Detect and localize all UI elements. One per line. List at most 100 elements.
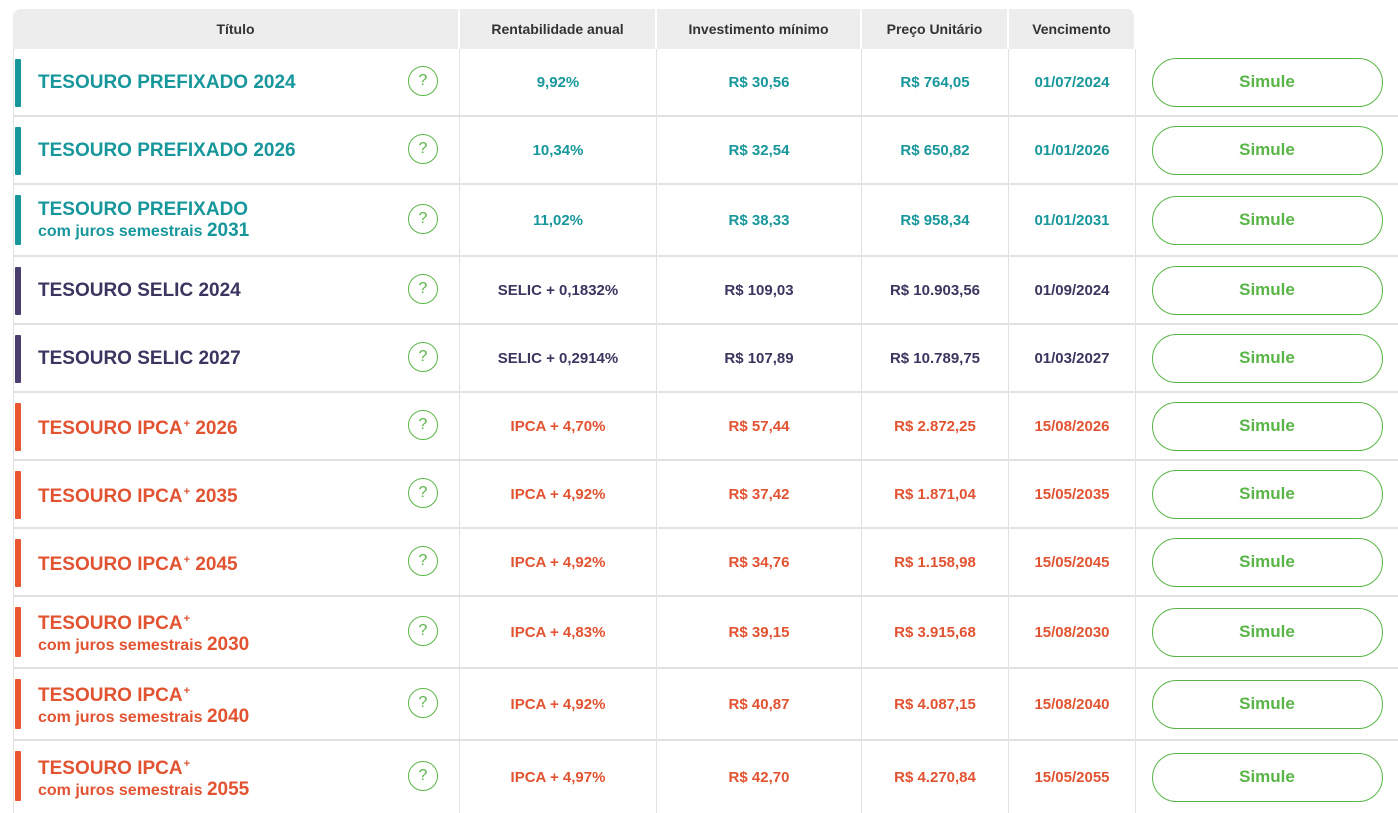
help-icon[interactable]: ? xyxy=(408,274,438,304)
vencimento-value: 15/05/2035 xyxy=(1009,461,1136,527)
rentabilidade-value: SELIC + 0,1832% xyxy=(460,257,657,323)
button-cell: Simule xyxy=(1136,597,1398,667)
bond-name: TESOURO PREFIXADO com juros semestrais 20… xyxy=(38,199,249,242)
title-cell: TESOURO IPCA+ 2026 ? xyxy=(13,393,460,459)
bond-subtitle: com juros semestrais 2030 xyxy=(38,634,249,656)
vencimento-value: 15/08/2026 xyxy=(1009,393,1136,459)
bond-year: 2045 xyxy=(195,553,238,575)
simule-button[interactable]: Simule xyxy=(1151,679,1383,729)
help-icon[interactable]: ? xyxy=(408,688,438,718)
title-cell: TESOURO IPCA+ com juros semestrais 2055 ? xyxy=(13,741,460,813)
simule-button[interactable]: Simule xyxy=(1151,57,1383,107)
simule-button[interactable]: Simule xyxy=(1151,537,1383,587)
vencimento-value: 15/08/2030 xyxy=(1009,597,1136,667)
simule-button[interactable]: Simule xyxy=(1151,265,1383,315)
category-bar xyxy=(15,335,21,383)
title-cell: TESOURO SELIC 2027 ? xyxy=(13,325,460,391)
bond-subtitle: com juros semestrais 2055 xyxy=(38,779,249,801)
bond-name-text: TESOURO SELIC xyxy=(38,279,194,301)
button-cell: Simule xyxy=(1136,117,1398,183)
table-row: TESOURO IPCA+ 2035 ? IPCA + 4,92% R$ 37,… xyxy=(13,461,1398,529)
help-icon[interactable]: ? xyxy=(408,761,438,791)
rentabilidade-value: IPCA + 4,70% xyxy=(460,393,657,459)
button-cell: Simule xyxy=(1136,49,1398,115)
simule-button[interactable]: Simule xyxy=(1151,469,1383,519)
help-icon[interactable]: ? xyxy=(408,546,438,576)
bond-year: 2024 xyxy=(198,279,241,301)
category-bar xyxy=(15,539,21,587)
vencimento-value: 15/05/2055 xyxy=(1009,741,1136,813)
button-cell: Simule xyxy=(1136,529,1398,595)
plus-superscript: + xyxy=(183,417,191,430)
category-bar xyxy=(15,679,21,729)
simule-button[interactable]: Simule xyxy=(1151,401,1383,451)
simule-button[interactable]: Simule xyxy=(1151,607,1383,657)
help-icon[interactable]: ? xyxy=(408,410,438,440)
bond-year: 2026 xyxy=(253,139,296,161)
bond-year: 2024 xyxy=(253,71,296,93)
bond-name-text: TESOURO PREFIXADO xyxy=(38,198,249,220)
bond-name: TESOURO IPCA+ com juros semestrais 2030 xyxy=(38,609,249,656)
help-icon[interactable]: ? xyxy=(408,134,438,164)
help-icon[interactable]: ? xyxy=(408,204,438,234)
preco-value: R$ 2.872,25 xyxy=(862,393,1009,459)
investimento-value: R$ 30,56 xyxy=(657,49,862,115)
simule-button[interactable]: Simule xyxy=(1151,195,1383,245)
bond-name-text: TESOURO IPCA xyxy=(38,485,183,507)
title-cell: TESOURO PREFIXADO 2026 ? xyxy=(13,117,460,183)
plus-superscript: + xyxy=(183,485,191,498)
bond-name-text: TESOURO IPCA xyxy=(38,553,183,575)
bond-name-text: TESOURO IPCA xyxy=(38,757,183,779)
bond-subtitle-text: com juros semestrais xyxy=(38,636,203,654)
bond-year: 2026 xyxy=(195,417,238,439)
investimento-value: R$ 37,42 xyxy=(657,461,862,527)
bond-name-text: TESOURO PREFIXADO xyxy=(38,139,249,161)
simule-button[interactable]: Simule xyxy=(1151,752,1383,802)
help-icon[interactable]: ? xyxy=(408,616,438,646)
vencimento-value: 01/01/2031 xyxy=(1009,185,1136,255)
bond-year: 2055 xyxy=(206,778,250,800)
bond-name: TESOURO PREFIXADO 2026 xyxy=(38,140,296,161)
help-icon[interactable]: ? xyxy=(408,478,438,508)
rentabilidade-value: IPCA + 4,97% xyxy=(460,741,657,813)
preco-value: R$ 4.270,84 xyxy=(862,741,1009,813)
help-icon[interactable]: ? xyxy=(408,66,438,96)
button-cell: Simule xyxy=(1136,461,1398,527)
bond-subtitle: com juros semestrais 2040 xyxy=(38,706,249,728)
investimento-value: R$ 40,87 xyxy=(657,669,862,739)
investimento-value: R$ 39,15 xyxy=(657,597,862,667)
bond-year: 2030 xyxy=(206,633,250,655)
bond-name: TESOURO SELIC 2027 xyxy=(38,348,241,369)
bond-name-text: TESOURO IPCA xyxy=(38,684,183,706)
rentabilidade-value: IPCA + 4,83% xyxy=(460,597,657,667)
simule-button[interactable]: Simule xyxy=(1151,125,1383,175)
bond-subtitle-text: com juros semestrais xyxy=(38,222,203,240)
bond-year: 2031 xyxy=(206,219,250,241)
preco-value: R$ 4.087,15 xyxy=(862,669,1009,739)
table-row: TESOURO PREFIXADO 2026 ? 10,34% R$ 32,54… xyxy=(13,117,1398,185)
bond-name-text: TESOURO PREFIXADO xyxy=(38,71,249,93)
plus-superscript: + xyxy=(183,684,191,697)
preco-value: R$ 764,05 xyxy=(862,49,1009,115)
category-bar xyxy=(15,403,21,451)
header-rentabilidade: Rentabilidade anual xyxy=(460,9,657,49)
title-cell: TESOURO SELIC 2024 ? xyxy=(13,257,460,323)
bond-name-text: TESOURO IPCA xyxy=(38,417,183,439)
simule-button[interactable]: Simule xyxy=(1151,333,1383,383)
vencimento-value: 01/03/2027 xyxy=(1009,325,1136,391)
header-vencimento: Vencimento xyxy=(1009,9,1136,49)
rentabilidade-value: 10,34% xyxy=(460,117,657,183)
preco-value: R$ 1.158,98 xyxy=(862,529,1009,595)
investimento-value: R$ 57,44 xyxy=(657,393,862,459)
category-bar xyxy=(15,607,21,657)
preco-value: R$ 10.903,56 xyxy=(862,257,1009,323)
help-icon[interactable]: ? xyxy=(408,342,438,372)
bond-name: TESOURO IPCA+ 2045 xyxy=(38,550,238,575)
table-row: TESOURO PREFIXADO 2024 ? 9,92% R$ 30,56 … xyxy=(13,49,1398,117)
bond-year: 2040 xyxy=(206,705,250,727)
title-cell: TESOURO IPCA+ 2045 ? xyxy=(13,529,460,595)
table-header: Título Rentabilidade anual Investimento … xyxy=(13,9,1398,49)
table-row: TESOURO SELIC 2024 ? SELIC + 0,1832% R$ … xyxy=(13,257,1398,325)
title-cell: TESOURO PREFIXADO com juros semestrais 20… xyxy=(13,185,460,255)
button-cell: Simule xyxy=(1136,257,1398,323)
